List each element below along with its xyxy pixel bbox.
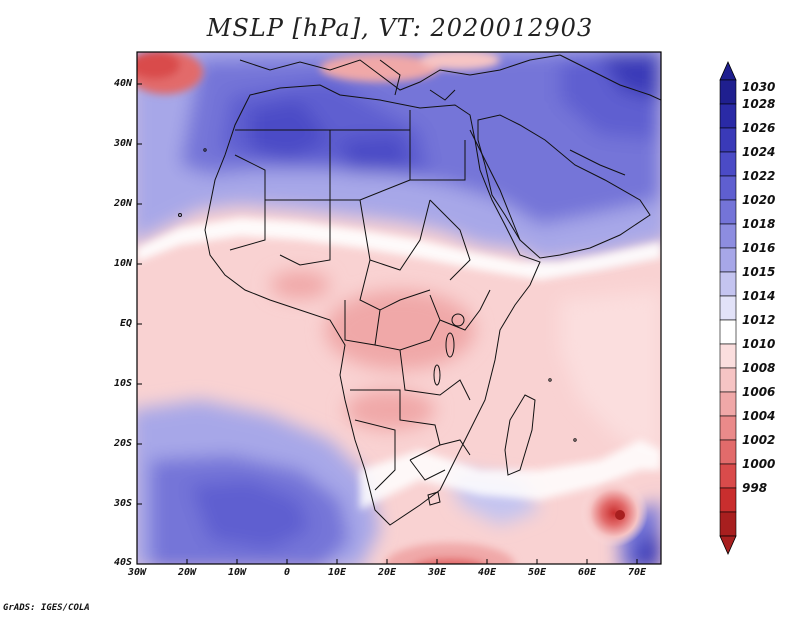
x-tick-label: 70E (627, 567, 647, 578)
colorbar-swatch (719, 439, 737, 465)
x-tick-label: 40E (477, 567, 497, 578)
colorbar-swatch (719, 175, 737, 201)
y-tick-label: 30S (113, 498, 132, 509)
colorbar-swatch (719, 271, 737, 297)
y-tick-label: 40N (113, 78, 132, 89)
colorbar-label: 1018 (742, 217, 776, 231)
x-tick-label: 20E (377, 567, 397, 578)
y-tick-label: 20N (113, 198, 132, 209)
plot-frame (136, 51, 662, 565)
colorbar-label: 1006 (742, 385, 776, 399)
colorbar-label: 1024 (742, 145, 776, 159)
colorbar-label: 1030 (742, 80, 776, 94)
colorbar-swatch (719, 511, 737, 537)
coastlines (178, 54, 661, 526)
y-tick-label: 20S (113, 438, 132, 449)
colorbar-label: 1012 (742, 313, 776, 327)
colorbar (719, 61, 737, 555)
colorbar-label: 1022 (742, 169, 776, 183)
colorbar-swatch (719, 247, 737, 273)
colorbar-label: 1020 (742, 193, 776, 207)
y-tick-label: 10S (113, 378, 132, 389)
colorbar-swatch (719, 487, 737, 513)
x-tick-label: 20W (177, 567, 197, 578)
colorbar-top-arrow (719, 61, 737, 81)
colorbar-label: 1026 (742, 121, 776, 135)
colorbar-swatch (719, 391, 737, 417)
x-tick-label: 10E (327, 567, 347, 578)
colorbar-swatch (719, 295, 737, 321)
x-tick-label: 30E (427, 567, 447, 578)
colorbar-swatch (719, 367, 737, 393)
colorbar-label: 1014 (742, 289, 776, 303)
colorbar-label: 998 (742, 481, 768, 495)
colorbar-label: 1028 (742, 97, 776, 111)
y-tick-label: 10N (113, 258, 132, 269)
colorbar-swatch (719, 127, 737, 153)
x-tick-label: 50E (527, 567, 547, 578)
colorbar-label: 1008 (742, 361, 776, 375)
x-tick-label: 30W (127, 567, 147, 578)
x-tick-label: 60E (577, 567, 597, 578)
credit-text: GrADS: IGES/COLA (3, 603, 90, 613)
colorbar-label: 1015 (742, 265, 776, 279)
colorbar-label: 1004 (742, 409, 776, 423)
colorbar-swatch (719, 343, 737, 369)
x-tick-label: 10W (227, 567, 247, 578)
colorbar-swatch (719, 319, 737, 345)
colorbar-swatch (719, 415, 737, 441)
colorbar-label: 1010 (742, 337, 776, 351)
colorbar-swatch (719, 199, 737, 225)
colorbar-bottom-arrow (719, 535, 737, 555)
colorbar-swatch (719, 463, 737, 489)
axis-ticks (137, 83, 638, 564)
x-tick-label: 0 (283, 567, 291, 578)
colorbar-label: 1002 (742, 433, 776, 447)
y-tick-label: EQ (119, 318, 132, 329)
pressure-field (137, 52, 661, 564)
y-tick-label: 30N (113, 138, 132, 149)
colorbar-swatch (719, 79, 737, 105)
colorbar-swatch (719, 103, 737, 129)
colorbar-label: 1000 (742, 457, 776, 471)
colorbar-label: 1016 (742, 241, 776, 255)
y-tick-label: 40S (113, 557, 132, 568)
map-title: MSLP [hPa], VT: 2020012903 (206, 14, 594, 42)
colorbar-swatch (719, 223, 737, 249)
colorbar-swatch (719, 151, 737, 177)
